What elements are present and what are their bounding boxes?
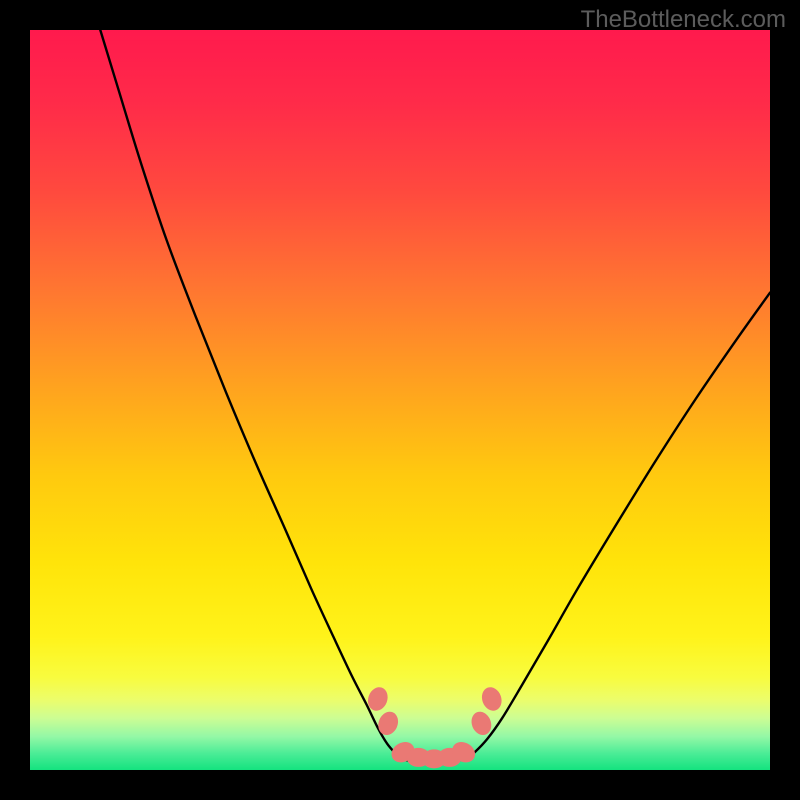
plot-background <box>30 30 770 770</box>
chart-root: TheBottleneck.com <box>0 0 800 800</box>
chart-svg <box>0 0 800 800</box>
